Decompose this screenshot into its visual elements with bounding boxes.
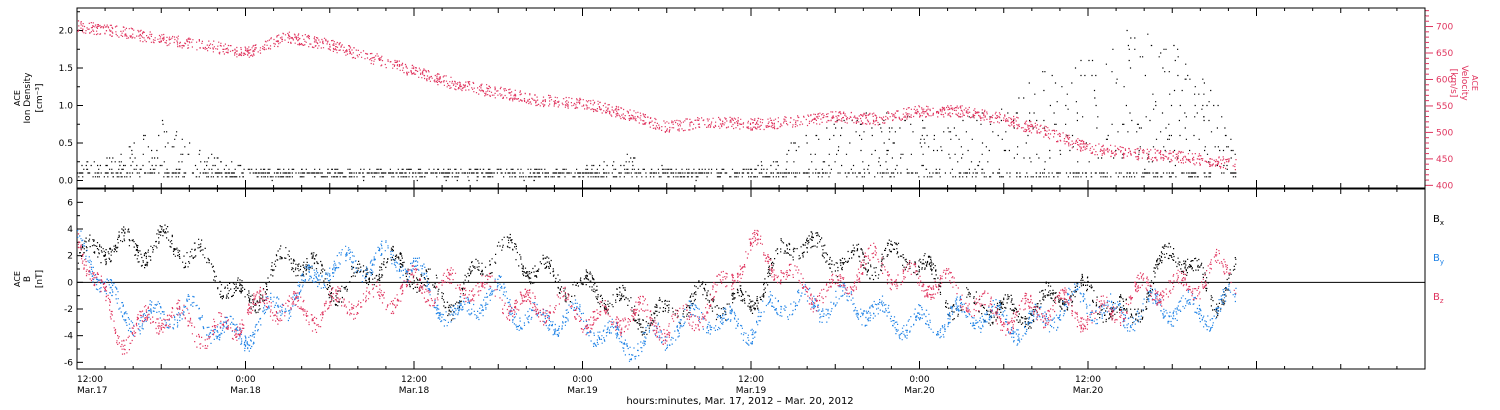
velocity-tick-label: 400 bbox=[1436, 181, 1453, 191]
b-tick-label: -2 bbox=[64, 305, 73, 315]
b-tick-label: 6 bbox=[67, 198, 73, 208]
x-tick-time: 12:00 bbox=[401, 375, 427, 385]
velocity-tick-label: 500 bbox=[1436, 128, 1453, 138]
b-tick-label: -4 bbox=[64, 332, 73, 342]
density-tick-label: 2.0 bbox=[59, 27, 74, 37]
density-ylabel-line1: ACE bbox=[13, 90, 22, 106]
x-tick-date: Mar.18 bbox=[399, 386, 430, 396]
x-tick-date: Mar.18 bbox=[230, 386, 261, 396]
density-ylabel-units: [cm⁻³] bbox=[35, 83, 45, 112]
density-ylabel-line2: Ion Density bbox=[23, 72, 33, 124]
velocity-ylabel-units: [km/s] bbox=[1448, 69, 1458, 98]
legend-by: By bbox=[1433, 253, 1444, 266]
b-tick-label: 0 bbox=[67, 278, 73, 288]
b-tick-label: 4 bbox=[67, 225, 73, 235]
density-tick-label: 0.0 bbox=[59, 177, 74, 187]
b-tick-label: 2 bbox=[67, 252, 73, 262]
by-points bbox=[77, 229, 1237, 362]
x-tick-time: 0:00 bbox=[235, 375, 255, 385]
x-tick-date: Mar.19 bbox=[567, 386, 598, 396]
velocity-tick-label: 650 bbox=[1436, 49, 1453, 59]
x-tick-date: Mar.17 bbox=[77, 386, 107, 396]
bz-points bbox=[77, 229, 1237, 355]
x-axis-label: hours:minutes, Mar. 17, 2012 – Mar. 20, … bbox=[626, 396, 853, 407]
density-tick-label: 1.5 bbox=[59, 64, 73, 74]
b-ylabel-line1: ACE bbox=[13, 271, 22, 287]
density-points bbox=[77, 29, 1237, 182]
velocity-points bbox=[77, 20, 1237, 171]
x-tick-time: 12:00 bbox=[738, 375, 764, 385]
velocity-tick-label: 700 bbox=[1436, 23, 1453, 33]
velocity-tick-label: 450 bbox=[1436, 155, 1453, 165]
x-tick-date: Mar.20 bbox=[904, 386, 935, 396]
x-tick-date: Mar.20 bbox=[1073, 386, 1104, 396]
x-tick-time: 0:00 bbox=[572, 375, 592, 385]
velocity-tick-label: 600 bbox=[1436, 75, 1453, 85]
velocity-ylabel-line1: ACE bbox=[1470, 75, 1479, 91]
x-tick-date: Mar.19 bbox=[736, 386, 767, 396]
b-ylabel-units: [nT] bbox=[35, 270, 45, 288]
bottom-plot-frame bbox=[76, 188, 1426, 370]
legend-bz: Bz bbox=[1433, 292, 1444, 305]
density-tick-label: 1.0 bbox=[59, 102, 74, 112]
b-ylabel-line2: B bbox=[23, 276, 33, 282]
legend-bx: Bx bbox=[1433, 214, 1444, 227]
x-tick-time: 12:00 bbox=[1075, 375, 1101, 385]
density-tick-label: 0.5 bbox=[59, 139, 73, 149]
bx-points bbox=[77, 224, 1237, 336]
velocity-tick-label: 550 bbox=[1436, 102, 1453, 112]
x-tick-time: 0:00 bbox=[909, 375, 929, 385]
x-tick-time: 12:00 bbox=[77, 375, 103, 385]
b-tick-label: -6 bbox=[64, 358, 73, 368]
velocity-ylabel-line2: Velocity bbox=[1459, 65, 1469, 101]
